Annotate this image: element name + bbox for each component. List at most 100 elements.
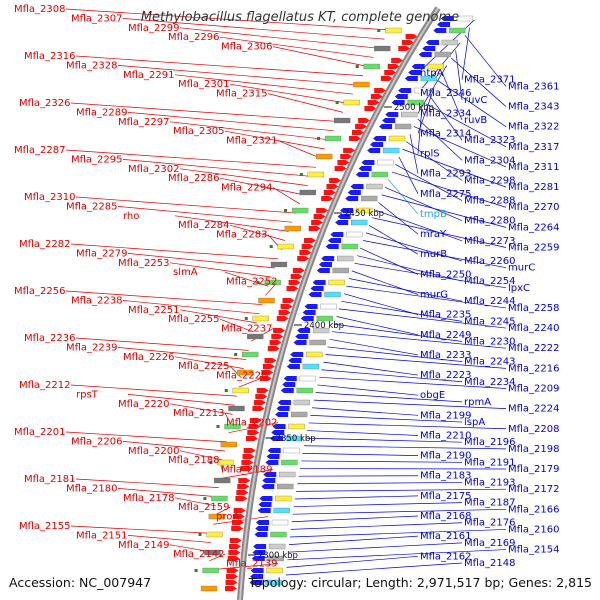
feature-block	[382, 147, 400, 154]
gene-label-ntpa: ntpA	[420, 68, 444, 79]
reverse-gene-arrow	[380, 76, 393, 81]
feature-block	[363, 63, 380, 70]
leader-line	[179, 450, 224, 461]
gene-label-mfla-2328: Mfla_2328	[66, 60, 118, 71]
feature-block	[217, 459, 234, 466]
genome-backbone-highlight	[239, 7, 439, 600]
feature-marker	[244, 317, 248, 320]
gene-label-mfla-2307: Mfla_2307	[71, 13, 123, 24]
leader-line	[323, 361, 419, 376]
forward-gene-arrow	[286, 364, 300, 369]
leader-line	[70, 525, 213, 534]
leader-line	[65, 290, 263, 305]
feature-block	[401, 111, 418, 118]
gene-label-mfla-2252: Mfla_2252	[226, 277, 278, 288]
reverse-gene-arrow	[311, 220, 324, 225]
reverse-gene-arrow	[323, 190, 336, 195]
reverse-gene-arrow	[269, 340, 282, 345]
leader-line	[341, 300, 463, 322]
gene-label-mfla-2264: Mfla_2264	[508, 222, 560, 233]
feature-block	[204, 549, 221, 556]
feature-block	[332, 267, 349, 274]
forward-gene-arrow	[404, 76, 418, 81]
forward-gene-arrow	[261, 484, 275, 489]
reverse-gene-arrow	[231, 526, 244, 531]
feature-block	[307, 171, 325, 178]
gene-label-mfla-2161: Mfla_2161	[420, 531, 472, 542]
leader-line	[442, 73, 463, 121]
gene-label-mfla-2234: Mfla_2234	[464, 377, 516, 388]
forward-gene-arrow	[300, 316, 314, 321]
reverse-gene-arrow	[241, 460, 254, 465]
leader-line	[307, 430, 419, 436]
gene-label-mfla-2190: Mfla_2190	[420, 451, 472, 462]
gene-label-mray: mraY	[420, 229, 447, 240]
gene-label-mfla-2301: Mfla_2301	[178, 79, 230, 90]
forward-gene-arrow	[398, 88, 412, 93]
gene-label-mfla-2245: Mfla_2245	[464, 316, 516, 327]
gene-label-ruvc: ruvC	[464, 95, 487, 106]
map-title: Methylobacillus flagellatus KT, complete…	[141, 10, 459, 25]
gene-label-murc: murC	[508, 263, 535, 274]
gene-label-lpxc: lpxC	[508, 283, 530, 294]
gene-label-mfla-2236: Mfla_2236	[24, 333, 76, 344]
feature-block	[293, 399, 311, 406]
gene-label-mfla-2154: Mfla_2154	[508, 545, 560, 556]
forward-gene-arrow	[394, 94, 408, 99]
leader-line	[277, 140, 321, 159]
gene-label-mfla-2181: Mfla_2181	[24, 474, 76, 485]
leader-line	[319, 376, 507, 389]
gene-label-slma: slmA	[173, 267, 198, 278]
feature-block	[407, 99, 424, 106]
reverse-gene-arrow	[247, 430, 260, 435]
leader-line	[70, 243, 279, 260]
gene-label-mfla-2243: Mfla_2243	[464, 357, 516, 368]
kbp-tick-label: 2300 kbp	[258, 551, 298, 561]
feature-block	[388, 135, 406, 142]
forward-gene-arrow	[250, 574, 264, 579]
gene-label-mfla-2223: Mfla_2223	[420, 370, 472, 381]
leader-line	[461, 27, 470, 80]
leader-line	[127, 253, 275, 269]
feature-block	[277, 483, 294, 490]
feature-block	[296, 387, 313, 394]
leader-line	[179, 309, 257, 324]
feature-block	[273, 507, 290, 514]
gene-label-mfla-2343: Mfla_2343	[508, 102, 560, 113]
leader-line	[219, 177, 304, 196]
feature-block	[306, 351, 323, 358]
reverse-gene-arrow	[229, 544, 242, 549]
reverse-gene-arrow	[271, 334, 284, 339]
leader-line	[391, 171, 507, 208]
leader-line	[229, 224, 286, 241]
gene-label-mfla-2151: Mfla_2151	[76, 530, 128, 541]
gene-label-mfla-2175: Mfla_2175	[420, 491, 472, 502]
reverse-gene-arrow	[343, 148, 356, 153]
gene-label-mfla-2280: Mfla_2280	[464, 216, 516, 227]
gene-label-mfla-2293: Mfla_2293	[420, 169, 472, 180]
reverse-gene-arrow	[290, 274, 303, 279]
gene-label-mfla-2244: Mfla_2244	[464, 296, 516, 307]
gene-label-mfla-2308: Mfla_2308	[14, 4, 66, 15]
leader-line	[417, 118, 463, 161]
reverse-gene-arrow	[405, 34, 418, 39]
reverse-gene-arrow	[232, 514, 245, 519]
gene-label-mfla-2258: Mfla_2258	[508, 303, 560, 314]
forward-gene-arrow	[275, 412, 289, 417]
gene-label-mfla-2298: Mfla_2298	[464, 175, 516, 186]
gene-label-mfla-2240: Mfla_2240	[508, 323, 560, 334]
gene-label-mfla-2314: Mfla_2314	[420, 128, 472, 139]
feature-block	[291, 207, 309, 214]
feature-block	[374, 45, 391, 52]
forward-gene-arrow	[257, 508, 271, 513]
forward-gene-arrow	[325, 244, 339, 249]
leader-line	[219, 36, 374, 58]
reverse-gene-arrow	[358, 118, 371, 123]
leader-line	[75, 196, 297, 214]
gene-label-mfla-2315: Mfla_2315	[216, 89, 268, 100]
reverse-gene-arrow	[237, 484, 250, 489]
gene-label-mfla-2209: Mfla_2209	[508, 383, 560, 394]
leader-line	[169, 403, 233, 415]
reverse-gene-arrow	[253, 400, 266, 405]
